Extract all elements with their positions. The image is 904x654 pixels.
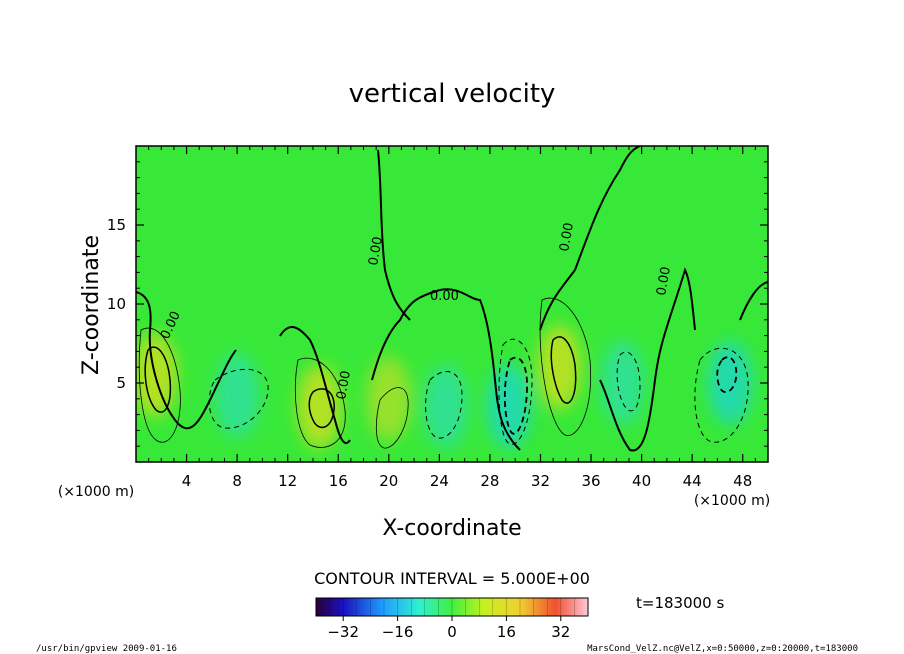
y-axis-label: Z-coordinate: [79, 235, 104, 375]
colorbar-tick-label: −32: [327, 623, 359, 641]
x-tick-label: 12: [278, 472, 297, 490]
colorbar-tick-label: 0: [447, 623, 457, 641]
chart-title: vertical velocity: [349, 79, 556, 109]
y-tick-label: 15: [107, 216, 126, 234]
x-tick-label: 40: [632, 472, 651, 490]
colorbar-tick-label: −16: [382, 623, 414, 641]
contour-lines: [136, 146, 768, 452]
positive-outer-contour: [138, 297, 592, 449]
x-tick-label: 32: [531, 472, 550, 490]
plot-area: 0.000.00 0.000.000.000.00: [136, 146, 768, 462]
time-label: t=183000 s: [636, 594, 724, 612]
x-tick-label: 44: [683, 472, 702, 490]
x-tick-label: 8: [232, 472, 242, 490]
colorbar-ticks: −32 −16 0 16 32: [327, 598, 575, 641]
colorbar-tick-label: 32: [551, 623, 570, 641]
zero-contour-label: 0.00: [557, 222, 577, 253]
x-tick-label: 16: [329, 472, 348, 490]
x-tick-label: 20: [379, 472, 398, 490]
updraft-cell: [297, 364, 342, 449]
zero-contour-label: 0.00: [654, 266, 674, 297]
y-tick-label: 5: [116, 374, 126, 392]
x-unit-right: (×1000 m): [694, 493, 770, 509]
x-unit-left: (×1000 m): [58, 484, 134, 500]
downdraft-cell: [600, 341, 645, 425]
updraft-cell: [366, 356, 411, 441]
zero-contour-label: 0.00: [430, 289, 459, 304]
negative-inner-contour: [503, 356, 738, 435]
x-tick-label: 24: [430, 472, 449, 490]
downdraft-cell: [708, 341, 753, 425]
x-tick-label: 48: [733, 472, 752, 490]
x-tick-label: 36: [581, 472, 600, 490]
x-tick-label: 4: [182, 472, 192, 490]
contour-interval-label: CONTOUR INTERVAL = 5.000E+00: [314, 569, 590, 588]
footer-left: /usr/bin/gpview 2009-01-16: [36, 644, 177, 654]
x-tick-label: 28: [480, 472, 499, 490]
zero-contour: [136, 146, 768, 452]
positive-contour: [144, 336, 577, 429]
zero-contour-label: 0.00: [366, 236, 386, 267]
colorbar-tick-label: 16: [497, 623, 516, 641]
downdraft-cell: [423, 364, 468, 449]
footer-right: MarsCond_VelZ.nc@VelZ,x=0:50000,z=0:2000…: [587, 644, 858, 654]
y-tick-label: 10: [107, 295, 126, 313]
zero-contour-label: 0.00: [334, 370, 354, 401]
downdraft-cell: [215, 353, 260, 438]
x-axis-label: X-coordinate: [382, 516, 521, 541]
